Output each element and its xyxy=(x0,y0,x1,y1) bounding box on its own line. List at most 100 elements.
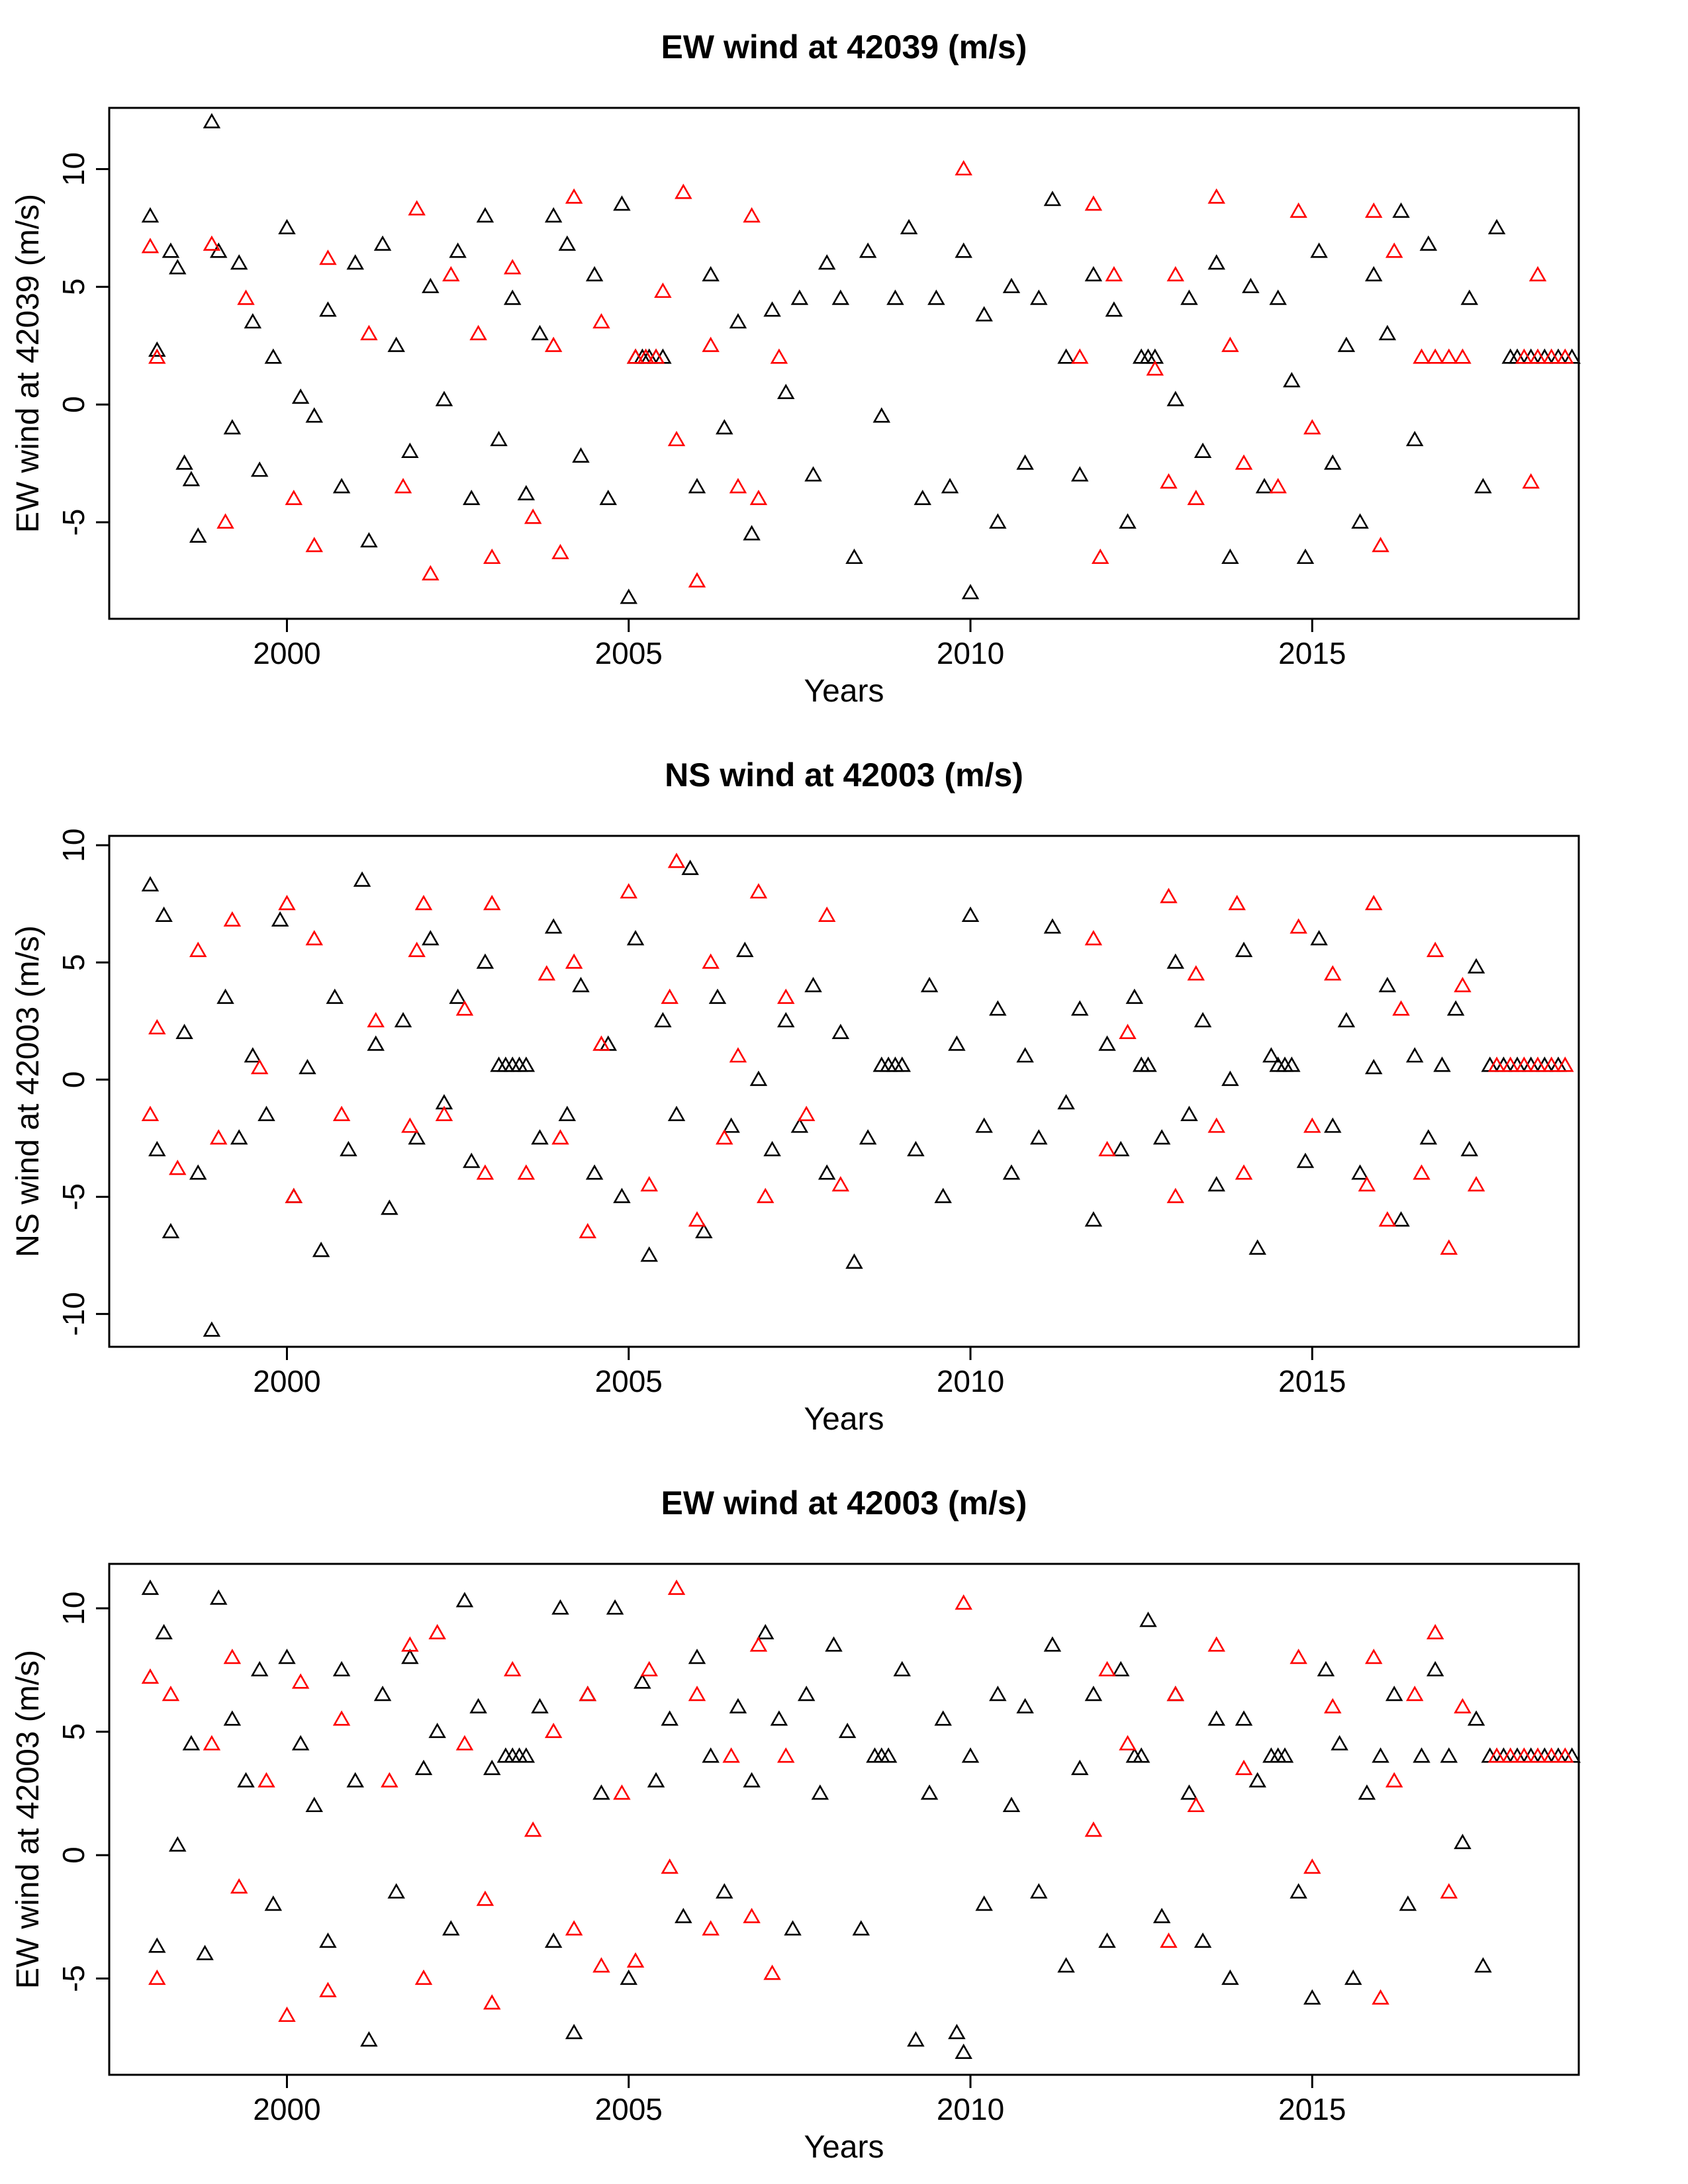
data-point xyxy=(989,1000,1007,1016)
data-point xyxy=(258,1105,275,1121)
data-point xyxy=(579,1686,597,1702)
data-point xyxy=(845,548,863,565)
data-point xyxy=(189,941,207,958)
data-point xyxy=(1310,930,1328,946)
data-point xyxy=(661,988,679,1004)
data-point xyxy=(579,1222,597,1239)
data-point xyxy=(667,852,686,868)
data-point xyxy=(148,348,166,364)
data-point xyxy=(675,183,692,199)
data-point xyxy=(216,513,234,529)
data-point xyxy=(1276,1747,1294,1763)
data-point xyxy=(749,1070,768,1086)
data-point xyxy=(223,1710,242,1726)
data-point xyxy=(1413,1747,1430,1763)
data-point xyxy=(920,1784,939,1800)
data-point xyxy=(312,1242,330,1257)
data-point xyxy=(373,1686,392,1702)
data-point xyxy=(148,341,166,357)
data-point xyxy=(1187,1796,1205,1813)
data-point xyxy=(811,1784,829,1800)
data-point xyxy=(757,1187,774,1203)
data-point xyxy=(743,1907,761,1923)
data-point xyxy=(654,1012,672,1028)
data-point xyxy=(162,1222,180,1239)
data-point xyxy=(1016,1047,1034,1063)
data-point xyxy=(455,1735,474,1751)
data-point xyxy=(503,1661,522,1676)
data-point xyxy=(565,1920,583,1936)
data-point xyxy=(688,1686,706,1702)
data-point xyxy=(155,906,173,922)
data-point xyxy=(1426,1623,1444,1639)
series-1 xyxy=(141,852,1574,1255)
data-point xyxy=(340,1140,357,1157)
data-point xyxy=(1324,1698,1342,1713)
data-point xyxy=(1426,1661,1444,1676)
data-point xyxy=(373,235,392,251)
chart-ns-wind-42003: NS wind at 42003 (m/s) 2000 2005 2010 2015 -1… xyxy=(11,756,1580,1437)
data-point xyxy=(305,1796,324,1813)
data-point xyxy=(688,572,706,588)
data-point xyxy=(1501,1747,1519,1763)
data-point xyxy=(401,1636,419,1652)
data-point xyxy=(285,1187,303,1203)
data-point xyxy=(859,242,877,258)
data-point xyxy=(1207,1176,1225,1192)
data-point xyxy=(148,1019,166,1034)
data-point xyxy=(893,1056,912,1072)
data-point xyxy=(517,1164,536,1180)
data-point xyxy=(305,930,324,946)
data-point xyxy=(1303,1117,1321,1133)
data-point xyxy=(1194,1012,1212,1028)
y-tick-label: 10 xyxy=(56,1592,91,1625)
data-point xyxy=(914,489,931,506)
data-point xyxy=(203,1735,221,1751)
data-point xyxy=(141,1668,160,1684)
data-point xyxy=(1467,958,1485,974)
data-point xyxy=(1364,202,1383,218)
data-point xyxy=(585,265,604,282)
data-point xyxy=(640,1661,658,1676)
chart-title: NS wind at 42003 (m/s) xyxy=(665,756,1023,794)
data-point xyxy=(1248,1239,1266,1255)
data-point xyxy=(1351,513,1369,529)
data-point xyxy=(592,1957,610,1973)
data-point xyxy=(1426,941,1444,958)
data-point xyxy=(1235,454,1253,470)
data-point xyxy=(326,988,344,1004)
data-point xyxy=(776,1747,795,1763)
data-point xyxy=(1221,1969,1239,1985)
data-point xyxy=(1180,1105,1198,1121)
data-point xyxy=(476,953,494,969)
data-point xyxy=(1084,195,1103,211)
data-point xyxy=(1487,218,1506,234)
data-point xyxy=(955,159,972,176)
data-point xyxy=(989,513,1007,529)
data-point xyxy=(305,537,324,553)
data-point xyxy=(825,1636,843,1652)
data-point xyxy=(852,1920,870,1936)
data-point xyxy=(1289,202,1307,218)
data-point xyxy=(503,289,522,305)
x-tick-label: 2010 xyxy=(937,1364,1004,1398)
data-point xyxy=(1289,1883,1307,1899)
data-point xyxy=(585,1164,604,1180)
data-point xyxy=(1474,478,1492,494)
data-point xyxy=(1180,289,1198,305)
data-point xyxy=(1419,1129,1438,1145)
data-point xyxy=(749,1636,768,1652)
data-point xyxy=(141,1105,160,1121)
data-point xyxy=(1454,1833,1472,1849)
data-point xyxy=(907,2031,925,2047)
data-point xyxy=(1556,348,1574,364)
data-point xyxy=(606,1599,624,1615)
data-point xyxy=(729,478,747,494)
x-tick-label: 2005 xyxy=(595,2092,663,2126)
data-point xyxy=(1228,895,1246,911)
data-point xyxy=(722,1117,740,1133)
data-point xyxy=(476,1164,494,1180)
data-point xyxy=(332,1105,351,1121)
data-point xyxy=(1413,1164,1430,1180)
data-point xyxy=(640,1246,658,1262)
